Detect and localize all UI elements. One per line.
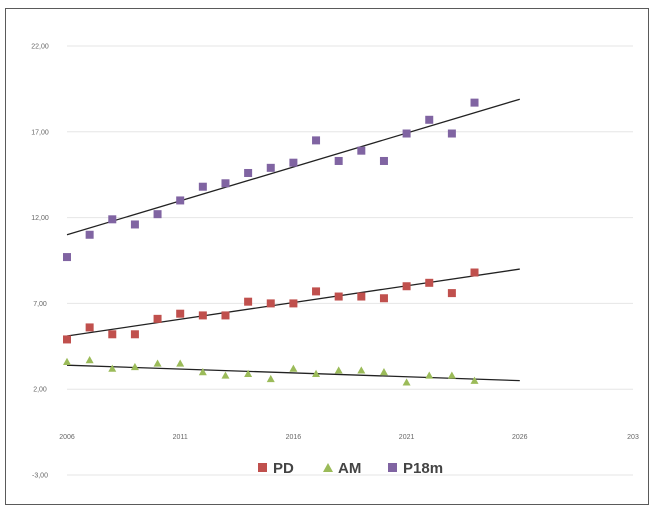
point-p18m xyxy=(312,136,321,145)
point-p18m xyxy=(357,146,366,155)
point-pd xyxy=(153,314,162,323)
point-am xyxy=(85,356,94,364)
point-am xyxy=(130,362,139,371)
y-tick-label: 17,00 xyxy=(31,129,49,136)
trendline-p18m xyxy=(66,98,520,236)
point-pd xyxy=(447,289,456,298)
point-pd xyxy=(244,297,253,306)
x-tick-label: 2016 xyxy=(286,434,302,441)
point-p18m xyxy=(176,196,185,205)
point-am xyxy=(266,374,275,383)
point-pd xyxy=(357,292,366,301)
legend-label-p18m: P18m xyxy=(403,460,443,477)
point-p18m xyxy=(289,158,298,167)
trendline-am xyxy=(66,364,520,382)
point-pd xyxy=(425,278,434,287)
point-pd xyxy=(198,311,207,320)
point-p18m xyxy=(334,156,343,165)
point-am xyxy=(221,371,230,379)
point-am xyxy=(312,369,321,377)
point-am xyxy=(244,369,253,377)
point-p18m xyxy=(470,98,479,107)
point-pd xyxy=(63,335,71,344)
point-am xyxy=(357,366,366,374)
y-tick-label: 7,00 xyxy=(33,301,47,308)
point-p18m xyxy=(221,179,230,188)
point-pd xyxy=(130,330,139,339)
point-p18m xyxy=(153,210,162,219)
point-am xyxy=(176,359,185,367)
point-am xyxy=(470,376,479,384)
point-pd xyxy=(470,268,479,277)
point-am xyxy=(108,364,117,372)
point-p18m xyxy=(425,115,434,124)
point-am xyxy=(289,364,298,372)
point-pd xyxy=(402,282,411,291)
point-pd xyxy=(379,294,388,303)
point-pd xyxy=(221,311,230,320)
point-am xyxy=(425,371,434,379)
point-pd xyxy=(266,299,275,308)
point-p18m xyxy=(198,182,207,191)
point-p18m xyxy=(85,230,94,239)
point-am xyxy=(402,378,411,386)
x-tick-label: 2006 xyxy=(59,434,75,441)
point-pd xyxy=(312,287,321,296)
point-p18m xyxy=(244,168,253,177)
y-tick-label: 2,00 xyxy=(33,387,47,394)
point-am xyxy=(153,359,162,367)
x-tick-label: 2011 xyxy=(173,434,188,441)
x-tick-label: 2021 xyxy=(399,434,415,441)
point-am xyxy=(198,368,207,376)
point-p18m xyxy=(63,253,71,262)
legend-label-am: AM xyxy=(338,460,361,477)
point-am xyxy=(379,368,388,376)
point-p18m xyxy=(130,220,139,229)
point-p18m xyxy=(447,129,456,138)
legend-label-pd: PD xyxy=(273,460,294,477)
y-tick-label: -3,00 xyxy=(32,473,48,480)
point-am xyxy=(334,366,343,374)
chart-frame: -3,00 2,00 7,00 12,00 17,00 22,00 2006 2011 201… xyxy=(5,8,649,505)
gridlines xyxy=(67,45,633,476)
trendlines xyxy=(66,98,520,382)
point-am xyxy=(63,357,71,365)
point-p18m xyxy=(266,163,275,172)
y-tick-label: 12,00 xyxy=(31,215,49,222)
point-p18m xyxy=(402,129,411,138)
legend-marker-am xyxy=(323,463,333,472)
scatter-chart: -3,00 2,00 7,00 12,00 17,00 22,00 2006 2011 201… xyxy=(31,44,639,480)
x-axis-ticks: 2006 2011 2016 2021 2026 203 xyxy=(59,434,639,441)
x-tick-label: 2026 xyxy=(512,434,528,441)
point-p18m xyxy=(379,156,388,165)
point-pd xyxy=(108,330,117,339)
point-pd xyxy=(289,299,298,308)
legend: PD AM P18m xyxy=(258,460,443,477)
point-am xyxy=(447,371,456,379)
legend-marker-p18m xyxy=(388,463,397,472)
legend-marker-pd xyxy=(258,463,267,472)
point-pd xyxy=(85,323,94,332)
y-axis-ticks: -3,00 2,00 7,00 12,00 17,00 22,00 xyxy=(31,44,49,480)
point-pd xyxy=(176,309,185,318)
data-points xyxy=(63,98,479,386)
point-p18m xyxy=(108,215,117,224)
point-pd xyxy=(334,292,343,301)
x-tick-label: 203 xyxy=(627,434,639,441)
y-tick-label: 22,00 xyxy=(31,44,49,51)
